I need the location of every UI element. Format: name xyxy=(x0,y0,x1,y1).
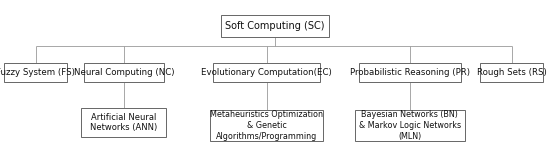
Text: Neural Computing (NC): Neural Computing (NC) xyxy=(74,68,174,77)
FancyBboxPatch shape xyxy=(221,15,328,37)
FancyBboxPatch shape xyxy=(4,63,67,82)
Text: Rough Sets (RS): Rough Sets (RS) xyxy=(477,68,546,77)
FancyBboxPatch shape xyxy=(480,63,543,82)
FancyBboxPatch shape xyxy=(213,63,320,82)
FancyBboxPatch shape xyxy=(355,110,465,141)
FancyBboxPatch shape xyxy=(359,63,460,82)
Text: Metaheuristics Optimization
& Genetic
Algorithms/Programming: Metaheuristics Optimization & Genetic Al… xyxy=(210,110,323,141)
Text: Artificial Neural
Networks (ANN): Artificial Neural Networks (ANN) xyxy=(90,113,157,132)
Text: Soft Computing (SC): Soft Computing (SC) xyxy=(226,21,324,31)
Text: Evolutionary Computation(EC): Evolutionary Computation(EC) xyxy=(201,68,332,77)
FancyBboxPatch shape xyxy=(210,110,323,141)
Text: Fuzzy System (FS): Fuzzy System (FS) xyxy=(0,68,75,77)
Text: Bayesian Networks (BN)
& Markov Logic Networks
(MLN): Bayesian Networks (BN) & Markov Logic Ne… xyxy=(359,110,461,141)
Text: Probabilistic Reasoning (PR): Probabilistic Reasoning (PR) xyxy=(350,68,470,77)
FancyBboxPatch shape xyxy=(81,108,166,137)
FancyBboxPatch shape xyxy=(84,63,164,82)
